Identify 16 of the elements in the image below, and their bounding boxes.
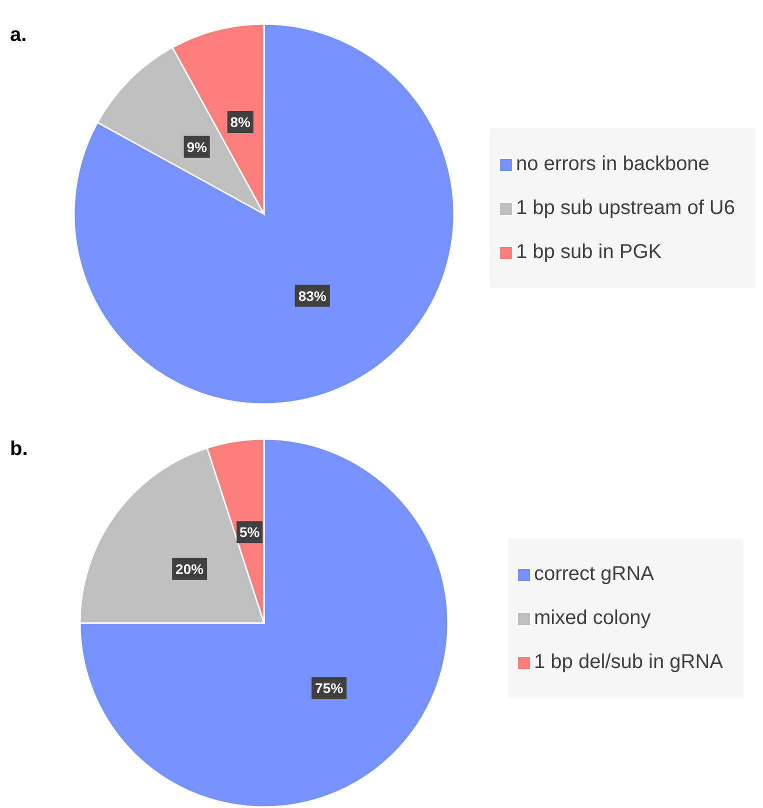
data-label: 5% — [239, 524, 260, 540]
legend-label: 1 bp sub upstream of U6 — [516, 197, 735, 219]
pie-slice — [73, 23, 455, 405]
pie-slice — [79, 438, 449, 808]
legend-label: 1 bp sub in PGK — [516, 241, 662, 263]
chart-title: a. — [10, 24, 27, 47]
legend-label: no errors in backbone — [516, 153, 710, 175]
data-label: 9% — [186, 138, 208, 155]
data-label: 83% — [298, 288, 327, 304]
data-label: 20% — [176, 560, 204, 577]
data-label: 75% — [315, 680, 344, 696]
legend-label: mixed colony — [534, 607, 651, 629]
data-label: 8% — [230, 114, 252, 130]
legend-label: 1 bp del/sub in gRNA — [534, 651, 723, 673]
legend-label: correct gRNA — [534, 563, 654, 585]
chart-title: b. — [10, 438, 28, 461]
